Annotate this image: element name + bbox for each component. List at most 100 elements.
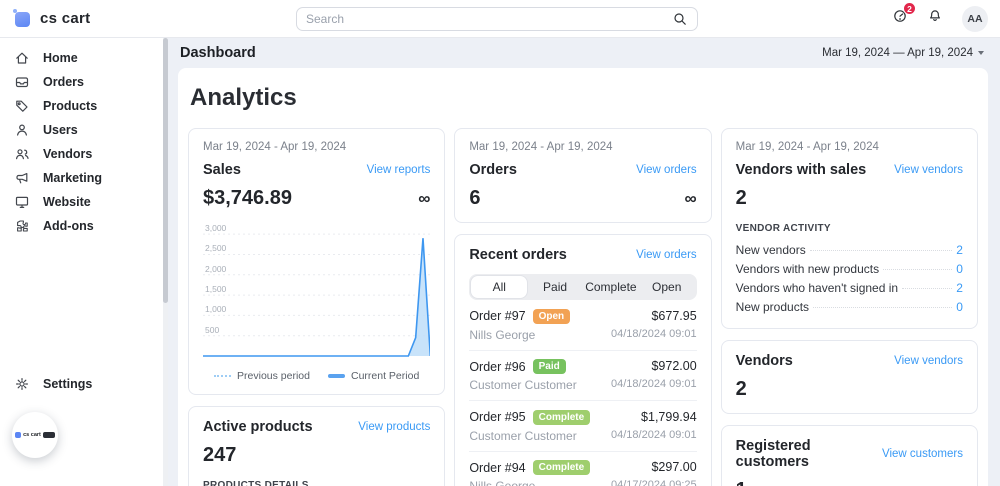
orders-card: Mar 19, 2024 - Apr 19, 2024 Orders View … bbox=[454, 128, 712, 223]
content: Dashboard Mar 19, 2024 — Apr 19, 2024 An… bbox=[168, 38, 1000, 486]
analytics-panel: Analytics Mar 19, 2024 - Apr 19, 2024 Sa… bbox=[178, 68, 988, 486]
vendors-count-value: 2 bbox=[735, 378, 747, 400]
infinity-icon[interactable]: ∞ bbox=[418, 189, 431, 208]
notifications-button[interactable] bbox=[927, 8, 943, 29]
sidebar-scrollbar[interactable] bbox=[163, 38, 168, 486]
sidebar-item-home[interactable]: Home bbox=[0, 46, 163, 70]
tab-all[interactable]: All bbox=[471, 276, 528, 298]
view-orders-link[interactable]: View orders bbox=[636, 249, 697, 261]
stat-value[interactable]: 0 bbox=[956, 299, 963, 314]
topbar: cs cart 2 AA bbox=[0, 0, 1000, 38]
view-products-link[interactable]: View products bbox=[358, 421, 431, 433]
order-row[interactable]: Order #94 Complete Nills George $297.00 … bbox=[469, 452, 697, 486]
scrollbar-thumb[interactable] bbox=[163, 38, 168, 303]
view-orders-link[interactable]: View orders bbox=[636, 164, 697, 176]
search-icon[interactable] bbox=[672, 11, 688, 27]
vendors-with-sales-title: Vendors with sales bbox=[735, 162, 867, 178]
sidebar-bottom: Settings cs cart bbox=[0, 372, 163, 486]
order-amount: $972.00 bbox=[651, 359, 697, 373]
sales-total-value: $3,746.89 bbox=[203, 187, 292, 209]
search-bar[interactable] bbox=[296, 7, 698, 31]
sidebar-item-add-ons[interactable]: Add-ons bbox=[0, 214, 163, 238]
addons-icon bbox=[14, 218, 30, 234]
page-breadcrumb: Dashboard bbox=[180, 45, 256, 61]
version-pill bbox=[42, 432, 55, 438]
orders-icon bbox=[14, 74, 30, 90]
sidebar-item-users[interactable]: Users bbox=[0, 118, 163, 142]
view-vendors-link[interactable]: View vendors bbox=[894, 355, 963, 367]
cs-cart-logo[interactable]: cs cart bbox=[0, 9, 90, 27]
order-status-badge: Complete bbox=[532, 460, 591, 475]
infinity-icon[interactable]: ∞ bbox=[684, 189, 697, 208]
order-id[interactable]: Order #94 bbox=[469, 460, 526, 475]
recent-orders-card: Recent orders View orders All Paid Complet… bbox=[454, 234, 712, 486]
alerts-button[interactable]: 2 bbox=[892, 2, 916, 29]
order-status-badge: Paid bbox=[532, 359, 566, 374]
gauge-icon bbox=[892, 8, 908, 29]
order-id[interactable]: Order #96 bbox=[469, 359, 526, 374]
recent-orders-title: Recent orders bbox=[469, 247, 567, 263]
chart-legend: Previous period Current Period bbox=[203, 370, 430, 382]
order-row[interactable]: Order #96 Paid Customer Customer $972.00… bbox=[469, 351, 697, 401]
stat-value[interactable]: 2 bbox=[956, 242, 963, 257]
chevron-down-icon bbox=[978, 51, 984, 55]
active-products-title: Active products bbox=[203, 419, 313, 435]
order-date: 04/18/2024 09:01 bbox=[611, 378, 697, 390]
current-period-swatch-icon bbox=[328, 374, 345, 378]
stat-label: New products bbox=[735, 299, 810, 314]
order-date: 04/18/2024 09:01 bbox=[611, 327, 697, 340]
cs-cart-logo-icon bbox=[13, 9, 32, 27]
vendors-card: Vendors View vendors 2 bbox=[720, 340, 978, 414]
view-customers-link[interactable]: View customers bbox=[882, 448, 963, 460]
vendors-with-sales-value: 2 bbox=[735, 187, 747, 209]
stat-value[interactable]: 2 bbox=[956, 280, 963, 295]
cs-cart-mini-logo-icon bbox=[15, 432, 22, 438]
sidebar-item-orders[interactable]: Orders bbox=[0, 70, 163, 94]
sidebar-item-website[interactable]: Website bbox=[0, 190, 163, 214]
bell-icon bbox=[927, 8, 943, 29]
registered-customers-card: Registered customers View customers 1 bbox=[720, 425, 978, 486]
sidebar-item-products[interactable]: Products bbox=[0, 94, 163, 118]
stat-label: Vendors who haven't signed in bbox=[735, 280, 899, 295]
avatar[interactable]: AA bbox=[962, 5, 988, 32]
order-amount: $677.95 bbox=[651, 308, 697, 323]
sales-chart: 3,000 2,500 2,000 1,500 1,000 500 bbox=[203, 218, 431, 368]
alerts-badge: 2 bbox=[903, 2, 916, 15]
order-date: 04/18/2024 09:01 bbox=[611, 428, 697, 441]
sidebar-item-settings[interactable]: Settings bbox=[0, 372, 163, 396]
home-icon bbox=[14, 50, 30, 66]
order-id[interactable]: Order #97 bbox=[469, 309, 526, 323]
tab-paid[interactable]: Paid bbox=[543, 280, 568, 294]
stat-value[interactable]: 0 bbox=[956, 261, 963, 276]
orders-card-title: Orders bbox=[469, 162, 517, 178]
cs-cart-floating-badge[interactable]: cs cart bbox=[12, 412, 58, 458]
legend-previous-period: Previous period bbox=[214, 370, 310, 382]
sidebar-nav: Home Orders Products Users Vendors Marke… bbox=[0, 46, 163, 238]
order-amount: $297.00 bbox=[651, 460, 697, 474]
view-reports-link[interactable]: View reports bbox=[366, 164, 431, 176]
view-vendors-link[interactable]: View vendors bbox=[894, 164, 963, 176]
legend-current-period: Current Period bbox=[328, 370, 419, 382]
vendors-with-sales-card: Mar 19, 2024 - Apr 19, 2024 Vendors with… bbox=[720, 128, 978, 329]
date-range-picker[interactable]: Mar 19, 2024 — Apr 19, 2024 bbox=[822, 47, 984, 59]
order-status-badge: Complete bbox=[532, 409, 591, 425]
y-axis-label: 1,000 bbox=[205, 304, 227, 315]
orders-count-value: 6 bbox=[469, 187, 481, 209]
sidebar-item-vendors[interactable]: Vendors bbox=[0, 142, 163, 166]
order-customer: Customer Customer bbox=[469, 378, 577, 392]
active-products-value: 247 bbox=[203, 444, 237, 466]
order-row[interactable]: Order #95 Complete Customer Customer $1,… bbox=[469, 401, 697, 452]
vendor-activity-list: New vendors 2 Vendors with new products … bbox=[736, 240, 963, 316]
previous-period-swatch-icon bbox=[214, 375, 232, 377]
search-input[interactable] bbox=[306, 12, 672, 26]
sidebar: Home Orders Products Users Vendors Marke… bbox=[0, 38, 163, 486]
card-date-range: Mar 19, 2024 - Apr 19, 2024 bbox=[203, 141, 347, 153]
order-date: 04/17/2024 09:25 bbox=[611, 479, 697, 486]
tab-complete[interactable]: Complete bbox=[585, 280, 637, 294]
order-id[interactable]: Order #95 bbox=[469, 410, 526, 424]
tab-open[interactable]: Open bbox=[652, 280, 682, 294]
order-row[interactable]: Order #97 Open Nills George $677.95 04/1… bbox=[469, 300, 697, 351]
sidebar-item-marketing[interactable]: Marketing bbox=[0, 166, 163, 190]
vendors-icon bbox=[14, 146, 30, 162]
page-title: Analytics bbox=[190, 84, 297, 111]
